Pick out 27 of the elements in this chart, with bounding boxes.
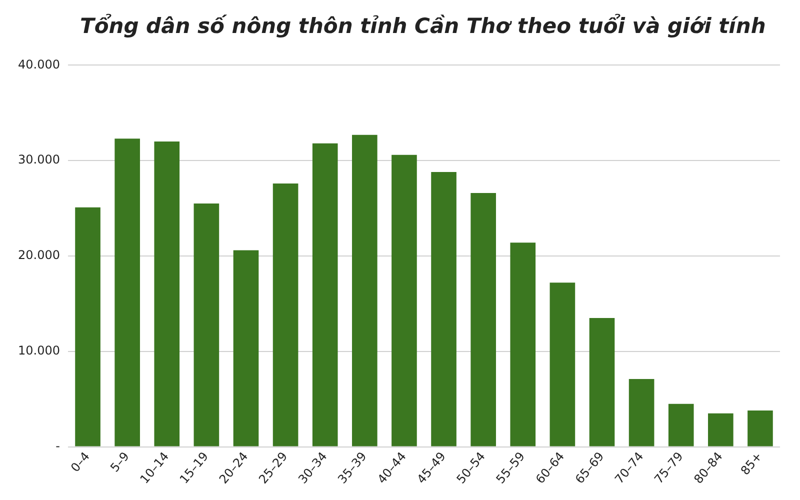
y-tick-label: - [56, 438, 60, 453]
y-tick-label: 10.000 [18, 343, 60, 358]
bar [75, 207, 100, 446]
bar [272, 183, 298, 446]
y-tick-label: 30.000 [18, 152, 60, 167]
bar [114, 138, 140, 446]
y-tick-label: 20.000 [18, 248, 60, 262]
bar [668, 404, 694, 446]
bar [550, 282, 576, 446]
bar [589, 318, 615, 446]
bar [194, 204, 220, 446]
bar [392, 154, 417, 446]
bar [708, 413, 734, 446]
bar [312, 143, 338, 446]
bar [233, 250, 259, 446]
bar [431, 172, 456, 446]
bar [154, 142, 180, 446]
bar [628, 379, 654, 446]
x-tick-label: 85+ [738, 449, 765, 478]
bar [470, 193, 496, 446]
x-tick-label: 5–9 [108, 449, 132, 475]
x-tick-label: 0–4 [68, 449, 92, 475]
bar [510, 242, 536, 446]
bar [352, 134, 378, 446]
chart-title: Tổng dân số nông thôn tỉnh Cần Thơ theo tuổi và giới tính [80, 14, 766, 38]
y-tick-label: 40.000 [18, 57, 60, 72]
bar [748, 410, 773, 446]
